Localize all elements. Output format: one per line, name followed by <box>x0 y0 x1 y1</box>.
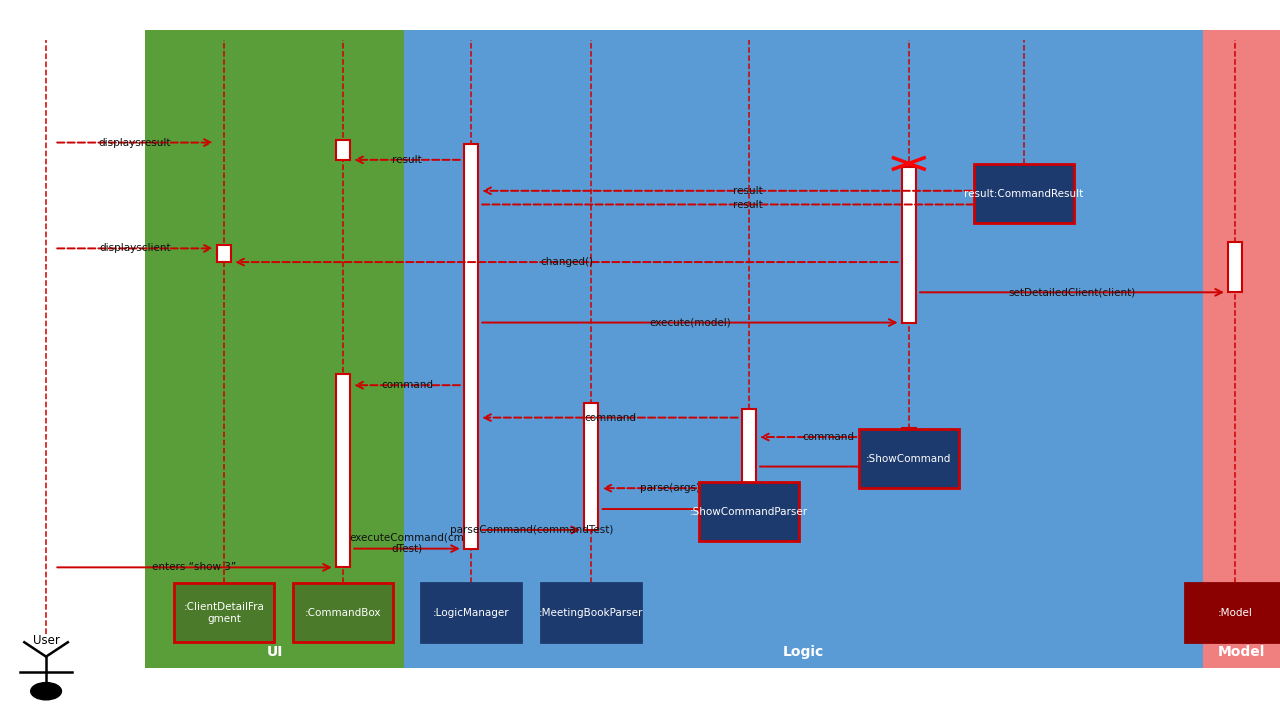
Text: :CommandBox: :CommandBox <box>305 608 381 618</box>
Text: execute(model): execute(model) <box>649 318 731 328</box>
Bar <box>421 583 521 642</box>
Text: parse(args): parse(args) <box>640 483 700 493</box>
Bar <box>1229 242 1242 292</box>
Bar <box>335 374 351 567</box>
Text: :ClientDetailFra
gment: :ClientDetailFra gment <box>183 602 265 624</box>
Text: UI: UI <box>266 645 283 660</box>
Text: command: command <box>584 413 636 423</box>
Text: result:CommandResult: result:CommandResult <box>964 189 1084 199</box>
Circle shape <box>31 683 61 700</box>
Text: :Model: :Model <box>1217 608 1253 618</box>
Bar <box>293 583 393 642</box>
Text: Logic: Logic <box>783 645 824 660</box>
Text: displaysclient: displaysclient <box>100 243 170 253</box>
Bar <box>1203 30 1280 668</box>
Bar <box>145 30 404 668</box>
Bar <box>585 403 599 530</box>
Text: parseCommand(commandTest): parseCommand(commandTest) <box>449 525 613 535</box>
Text: :LogicManager: :LogicManager <box>433 608 509 618</box>
Text: :MeetingBookParser: :MeetingBookParser <box>539 608 644 618</box>
Text: command: command <box>803 432 855 442</box>
Text: User: User <box>33 634 59 647</box>
Text: :ShowCommandParser: :ShowCommandParser <box>690 507 808 517</box>
Bar <box>901 167 916 323</box>
Bar <box>901 428 916 467</box>
Text: setDetailedClient(client): setDetailedClient(client) <box>1009 287 1135 297</box>
Bar <box>465 144 479 549</box>
Bar <box>1018 177 1032 204</box>
Text: :ShowCommand: :ShowCommand <box>867 454 951 464</box>
Bar <box>404 30 1203 668</box>
Text: Model: Model <box>1217 645 1266 660</box>
Text: command: command <box>381 380 433 390</box>
Text: result: result <box>732 186 763 196</box>
Bar <box>174 583 274 642</box>
Bar <box>742 409 755 509</box>
Text: result: result <box>732 199 763 210</box>
Bar <box>1185 583 1280 642</box>
Bar <box>859 429 959 488</box>
Bar <box>541 583 641 642</box>
Text: displaysresult: displaysresult <box>99 138 172 148</box>
Bar <box>335 140 351 160</box>
Text: executeCommand(cm
dTest): executeCommand(cm dTest) <box>349 532 465 554</box>
Bar <box>974 164 1074 223</box>
Text: result: result <box>392 155 422 165</box>
Bar <box>699 482 799 541</box>
Bar <box>216 245 230 262</box>
Text: enters “show 3”: enters “show 3” <box>152 562 237 572</box>
Text: changed(): changed() <box>540 257 593 267</box>
